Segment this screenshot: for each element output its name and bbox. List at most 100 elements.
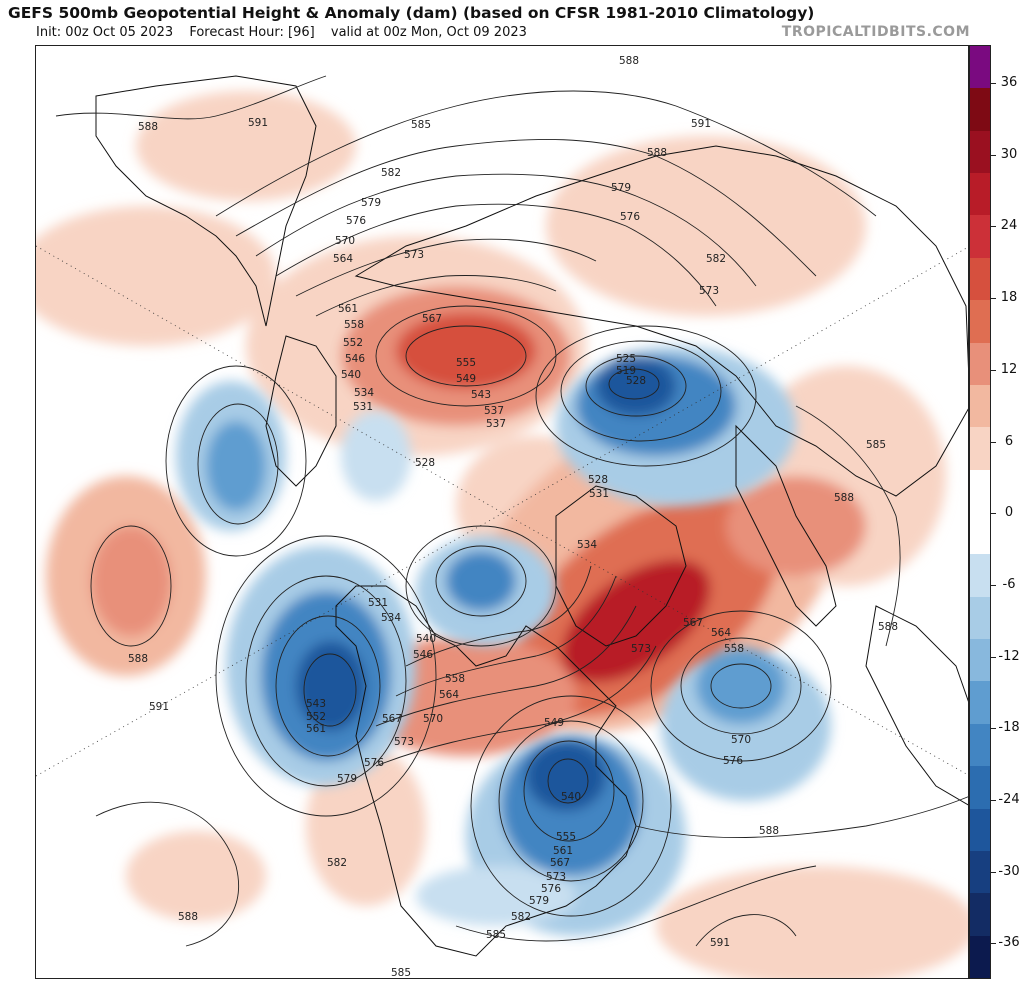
anomaly-cold-hudson-core [446, 551, 516, 611]
height-label: 588 [128, 653, 148, 665]
colorbar-tick-label: 24 [1000, 218, 1018, 234]
contour-555-mid [405, 565, 592, 667]
height-label: 588 [138, 121, 158, 133]
height-label: 576 [541, 883, 561, 895]
colorbar-tick-label: -30 [998, 863, 1020, 879]
height-label: 549 [544, 717, 564, 729]
height-label: 531 [589, 488, 609, 500]
colorbar-tick-label: -12 [998, 648, 1020, 664]
colorbar-segment [970, 130, 990, 174]
contour-567-mid [375, 605, 637, 727]
height-label: 585 [411, 119, 431, 131]
height-label: 558 [344, 319, 364, 331]
map-panel: 588 591 585 582 579 576 570 564 573 567 … [35, 45, 969, 979]
height-label: 540 [416, 633, 436, 645]
contour-barents-low-1 [535, 325, 757, 467]
height-label: 558 [724, 643, 744, 655]
forecast-hour: Forecast Hour: [96] [189, 25, 315, 40]
contour-azores-low-2 [680, 637, 802, 735]
anomaly-cold-greatlakes-core [526, 741, 606, 811]
height-label: 573 [404, 249, 424, 261]
colorbar-tick [990, 943, 996, 945]
height-label: 525 [616, 353, 636, 365]
contour-barents-low-2 [560, 340, 722, 442]
height-label: 549 [456, 373, 476, 385]
height-label: 534 [577, 539, 597, 551]
height-label: 582 [381, 167, 401, 179]
asia-east-coast [95, 75, 317, 327]
anomaly-warm-northpacific [36, 206, 276, 346]
colorbar-segment [970, 766, 990, 810]
colorbar-tick [990, 441, 996, 443]
height-label: 537 [486, 418, 506, 430]
colorbar-tick-label: 6 [1004, 433, 1014, 449]
colorbar-segment [970, 384, 990, 428]
colorbar-tick-label: 0 [1004, 505, 1014, 521]
height-label: 591 [149, 701, 169, 713]
height-label: 561 [306, 723, 326, 735]
height-label: 579 [529, 895, 549, 907]
height-label: 567 [683, 617, 703, 629]
contour-kamchatka-low-1 [165, 365, 307, 557]
contour-barents-low-4 [608, 368, 660, 400]
contour-588-west [95, 801, 239, 947]
colorbar-segment [970, 893, 990, 937]
height-label: 546 [345, 353, 365, 365]
colorbar-segment [970, 808, 990, 852]
height-label: 573 [394, 736, 414, 748]
alaska-coast [265, 335, 337, 487]
greenland-coast [555, 485, 687, 647]
height-label: 531 [368, 597, 388, 609]
eurasia-coast [354, 145, 968, 497]
colorbar-tick-label: 36 [1000, 75, 1018, 90]
height-label: 558 [445, 673, 465, 685]
negative-anomaly-shading [176, 346, 831, 936]
height-label: 588 [647, 147, 667, 159]
height-label: 567 [382, 713, 402, 725]
height-label: 528 [588, 474, 608, 486]
height-label: 552 [306, 711, 326, 723]
height-label: 576 [620, 211, 640, 223]
colorbar-tick-label: -24 [998, 792, 1020, 807]
europe-coast [735, 424, 837, 627]
height-label: 576 [723, 755, 743, 767]
height-label: 579 [337, 773, 357, 785]
colorbar-segment [970, 342, 990, 386]
colorbar-segment [970, 512, 990, 555]
colorbar-tick [990, 369, 996, 371]
height-label: 588 [619, 55, 639, 67]
colorbar-segment [970, 554, 990, 598]
contour-labels: 588 591 585 582 579 576 570 564 573 567 … [128, 55, 898, 978]
contour-588-europe [795, 405, 901, 647]
contour-582 [235, 138, 817, 277]
height-label: 543 [306, 698, 326, 710]
contour-hudson-low-2 [435, 545, 527, 617]
height-label: 567 [550, 857, 570, 869]
height-contours [55, 75, 968, 947]
height-label: 528 [415, 457, 435, 469]
anomaly-cold-kamchatka-core [206, 421, 266, 511]
colorbar-tick [990, 298, 996, 300]
height-label: 534 [354, 387, 374, 399]
colorbar-segment [970, 469, 990, 513]
colorbar-segment [970, 681, 990, 725]
anomaly-cold-barents-core [596, 356, 676, 416]
height-label: 582 [706, 253, 726, 265]
colorbar-tick [990, 656, 996, 658]
anomaly-cold-azores-core [696, 648, 786, 724]
anomaly-warm-greenland-core [561, 559, 711, 683]
contour-588-atlantic [635, 796, 968, 838]
height-label: 531 [353, 401, 373, 413]
height-label: 576 [346, 215, 366, 227]
contour-585-atlantic [455, 865, 817, 942]
contour-gulfalaska-low-1 [215, 535, 437, 817]
colorbar-segment [970, 257, 990, 301]
height-label: 537 [484, 405, 504, 417]
contour-hudson-low-1 [405, 525, 557, 647]
height-label: 588 [878, 621, 898, 633]
valid-time: valid at 00z Mon, Oct 09 2023 [330, 25, 527, 40]
contour-greatlakes-low-1 [470, 695, 672, 917]
contour-central-pac-high [90, 525, 172, 647]
anomaly-warm-sw-atlantic [126, 831, 266, 921]
contour-579 [255, 173, 757, 287]
